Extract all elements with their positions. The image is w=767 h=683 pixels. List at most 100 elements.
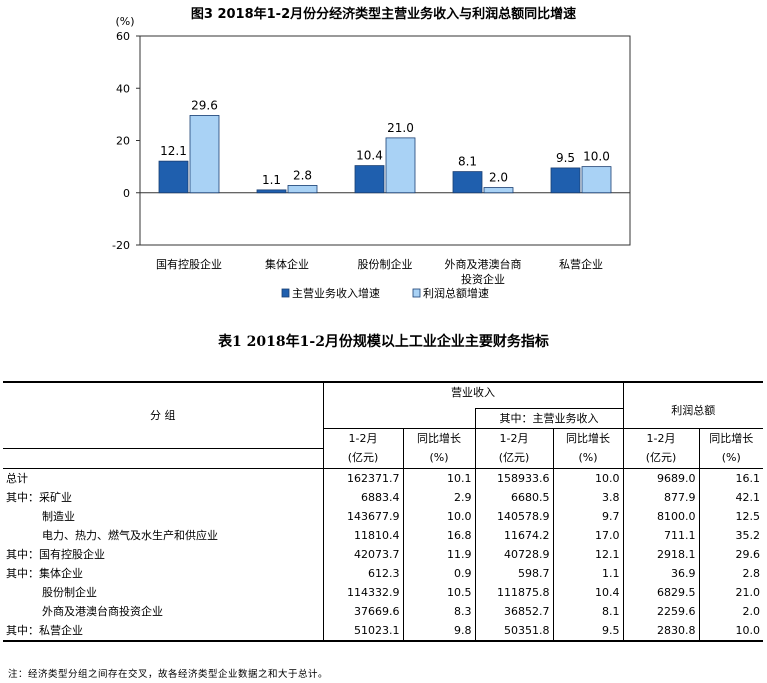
table-row: 电力、热力、燃气及水生产和供应业 11810.4 16.8 11674.2 17.0 71… [3,525,763,545]
legend-label: 主营业务收入增速 [292,286,380,300]
bar-data-label: 9.5 [556,151,575,165]
header-growth: 同比增长 [699,428,763,448]
cell-v5: 2259.6 [623,601,700,621]
legend-swatch [412,288,421,298]
cell-v2: 0.9 [403,563,476,583]
cell-v6: 10.0 [699,620,763,642]
cell-v6: 2.0 [742,604,761,618]
bar-data-label: 1.1 [262,173,281,187]
bar-profit [581,166,612,194]
cell-v1: 114332.9 [323,582,404,602]
table-row: 总计 162371.7 10.1 158933.6 10.0 9689.0 16.1 [3,468,763,488]
bar-data-label: 21.0 [387,121,414,135]
y-unit-label: (%) [115,15,134,28]
cell-v3: 158933.6 [475,468,554,488]
cell-v4: 10.4 [553,582,624,602]
cell-v5: 8100.0 [623,506,700,526]
cell-v1: 51023.1 [323,620,404,642]
header-period: 1-2月 [475,428,554,448]
bar-revenue [354,165,385,194]
table-row: 其中：国有控股企业 42073.7 11.9 40728.9 12.1 2918.1 29.… [3,544,763,564]
cell-v3: 598.7 [475,563,554,583]
cell-v2: 10.1 [403,468,476,488]
cell-v1: 612.3 [323,563,404,583]
header-period: 1-2月 [623,428,700,448]
cell-v5: 877.9 [623,487,700,507]
row-label: 其中：集体企业 [3,563,324,583]
cell-v3: 11674.2 [475,525,554,545]
row-label: 股份制企业 [3,582,324,602]
table-row: 其中：私营企业 51023.1 9.8 50351.8 9.5 2830.8 10.0 [3,620,763,642]
cell-v1: 143677.9 [323,506,404,526]
cell-v2: 9.8 [403,620,476,642]
cell-v3: 140578.9 [475,506,554,526]
bar-profit [385,137,416,194]
bar-revenue [452,171,483,194]
cell-v2: 11.9 [403,544,476,564]
cell-v5: 711.1 [623,525,700,545]
cell-v3: 50351.8 [475,620,554,642]
cell-v4: 12.1 [553,544,624,564]
bar-profit [189,115,220,194]
cell-v2: 10.0 [403,506,476,526]
table-title: 表1 2018年1-2月份规模以上工业企业主要财务指标 [218,334,549,350]
bar-revenue [158,160,189,194]
cell-v6: 35.2 [735,528,761,542]
bar-data-label: 2.8 [293,168,312,182]
x-category-sublabel: 投资企业 [461,272,505,286]
cell-v5: 2830.8 [623,620,700,642]
row-label: 总计 [3,468,324,488]
financial-indicators-table: 分 组 营业收入 利润总额 其中：主营业务收入 1-2月 同比增长 1-2月 同… [3,381,763,642]
cell-v3: 111875.8 [475,582,554,602]
x-category-label: 外商及港澳台商 [445,257,522,271]
header-unit: (亿元) [323,448,404,469]
row-label: 其中：国有控股企业 [3,544,324,564]
cell-v6: 12.5 [735,509,761,523]
table-row: 其中：采矿业 6883.4 2.9 6680.5 3.8 877.9 42.1 [3,487,763,507]
cell-v4: 8.1 [553,601,624,621]
cell-v2: 16.8 [403,525,476,545]
bar-data-label: 12.1 [160,144,187,158]
bar-revenue [256,189,287,194]
cell-v5: 2918.1 [623,544,700,564]
table-row: 其中：集体企业 612.3 0.9 598.7 1.1 36.9 2.8 [3,563,763,583]
cell-v5: 6829.5 [623,582,700,602]
bar-data-label: 10.0 [583,150,610,164]
header-unit: (%) [403,448,476,469]
y-tick-label: 40 [116,82,130,95]
x-category-label: 股份制企业 [358,257,413,271]
bar-profit [287,185,318,194]
row-label: 制造业 [3,506,324,526]
bar-data-label: 10.4 [356,149,383,163]
cell-v3: 40728.9 [475,544,554,564]
row-label: 电力、热力、燃气及水生产和供应业 [3,525,324,545]
bar-data-label: 8.1 [458,155,477,169]
legend-swatch [281,288,290,298]
bar-data-label: 2.0 [489,171,508,185]
header-period: 1-2月 [323,428,404,448]
cell-v2: 2.9 [403,487,476,507]
cell-v6: 21.0 [735,585,761,599]
cell-v2: 10.5 [403,582,476,602]
header-main-revenue: 其中：主营业务收入 [475,408,624,429]
y-tick-label: -20 [112,239,130,252]
cell-v1: 11810.4 [323,525,404,545]
cell-v1: 6883.4 [323,487,404,507]
cell-v1: 37669.6 [323,601,404,621]
y-tick-label: 20 [116,135,130,148]
bar-revenue [550,167,581,194]
table-row: 制造业 143677.9 10.0 140578.9 9.7 8100.0 12.5 [3,506,763,526]
cell-v6: 2.8 [742,566,761,580]
cell-v4: 9.7 [553,506,624,526]
cell-v6: 42.1 [735,490,761,504]
legend-label: 利润总额增速 [423,286,489,300]
header-unit: (亿元) [475,448,554,469]
cell-v4: 17.0 [553,525,624,545]
x-category-label: 国有控股企业 [156,257,222,271]
x-category-label: 私营企业 [559,257,603,271]
header-profit: 利润总额 [623,381,763,429]
cell-v1: 42073.7 [323,544,404,564]
cell-v4: 3.8 [553,487,624,507]
header-group: 分 组 [3,381,324,449]
y-tick-label: 0 [123,187,130,200]
